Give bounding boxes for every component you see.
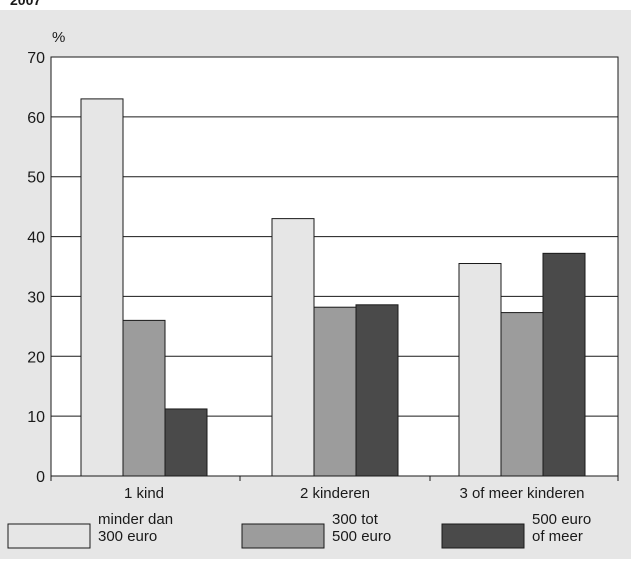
y-tick-label: 70 (27, 50, 45, 67)
legend-label: minder dan (98, 511, 173, 528)
y-tick-label: 10 (27, 409, 45, 426)
bar-3-of-meer-kinderen-series-2 (500, 312, 544, 477)
legend-swatch-series-3 (441, 523, 525, 549)
bar-1-kind-series-1 (80, 98, 124, 477)
legend-label: 500 euro (532, 511, 591, 528)
y-axis-label: % (52, 29, 65, 46)
x-tick-label: 1 kind (124, 485, 164, 502)
y-tick-label: 40 (27, 230, 45, 247)
plot-frame (50, 56, 619, 477)
y-tick-label: 30 (27, 289, 45, 306)
bar-1-kind-series-2 (122, 319, 166, 477)
y-tick-label: 0 (36, 469, 45, 486)
bars (80, 98, 586, 477)
y-tick-label: 20 (27, 349, 45, 366)
y-tick-label: 50 (27, 170, 45, 187)
bar-3-of-meer-kinderen-series-1 (458, 263, 502, 477)
bar-3-of-meer-kinderen-series-3 (542, 252, 586, 477)
bar-1-kind-series-3 (164, 408, 208, 477)
legend-label: 500 euro (332, 528, 391, 545)
bar-2-kinderen-series-3 (355, 304, 399, 477)
legend-swatch-series-1 (7, 523, 91, 549)
x-tick-label: 3 of meer kinderen (459, 485, 584, 502)
x-tick-label: 2 kinderen (300, 485, 370, 502)
legend-label: 300 euro (98, 528, 157, 545)
bar-2-kinderen-series-2 (313, 306, 357, 477)
legend-swatch-series-2 (241, 523, 325, 549)
axes: 0 10 20 30 40 50 60 70% 1 kind 2 kinderen 3 of mee… (27, 29, 619, 502)
clipped-title: 2007 (10, 0, 42, 8)
legend-label: of meer (532, 528, 583, 545)
legend-label: 300 tot (332, 511, 379, 528)
y-tick-label: 60 (27, 110, 45, 127)
bar-2-kinderen-series-1 (271, 218, 315, 477)
chart-panel: 0 10 20 30 40 50 60 70% 1 kind 2 kinderen 3 of mee… (0, 10, 631, 559)
bar-chart: 0 10 20 30 40 50 60 70% 1 kind 2 kinderen 3 of mee… (7, 29, 619, 549)
